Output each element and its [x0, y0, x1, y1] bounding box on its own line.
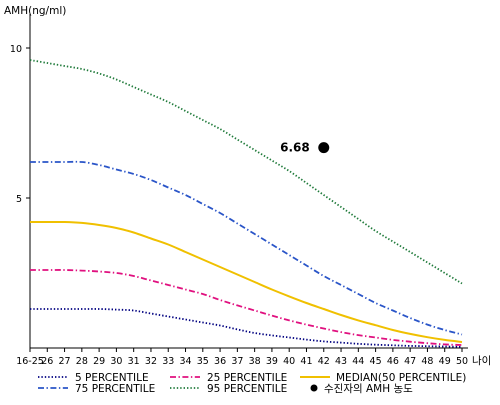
x-tick-label: 34 [179, 356, 191, 367]
x-tick-label: 28 [76, 356, 88, 367]
series-line-4 [29, 59, 463, 285]
legend-label-marker: 수진자의 AMH 농도 [324, 383, 413, 395]
y-tick-label: 5 [16, 194, 22, 205]
x-tick-label: 35 [197, 356, 209, 367]
y-tick-label: 10 [10, 44, 22, 55]
legend-label-0: 5 PERCENTILE [75, 372, 149, 384]
x-tick-label: 31 [128, 356, 140, 367]
x-tick-label: 50 [456, 356, 468, 367]
patient-marker: 6.68 [280, 141, 330, 155]
x-tick-label: 42 [318, 356, 330, 367]
legend-label-3: 75 PERCENTILE [75, 383, 155, 395]
x-tick-label: 44 [352, 356, 364, 367]
x-axis-title: 나이 [472, 355, 491, 367]
x-tick-label: 43 [335, 356, 347, 367]
x-tick-label: 33 [162, 356, 174, 367]
series-line-1 [30, 269, 463, 346]
legend-label-2: MEDIAN(50 PERCENTILE) [336, 372, 466, 384]
x-tick-label: 40 [283, 356, 295, 367]
legend-swatch-marker [310, 384, 318, 392]
legend-label-4: 95 PERCENTILE [207, 383, 287, 395]
x-tick-label: 45 [370, 356, 382, 367]
y-axis-title: AMH(ng/ml) [4, 5, 66, 17]
x-tick-label: 36 [214, 356, 226, 367]
x-tick-label: 39 [266, 356, 278, 367]
legend-label-1: 25 PERCENTILE [207, 372, 287, 384]
series-line-2 [30, 220, 463, 343]
legend: 5 PERCENTILE 25 PERCENTILE MEDIAN(50 PERCE… [38, 372, 466, 395]
x-tick-label: 48 [421, 356, 433, 367]
x-tick-label: 26 [41, 356, 53, 367]
x-tick-label: 16-25 [16, 356, 44, 367]
series-lines [29, 59, 463, 348]
x-tick-label: 37 [231, 356, 243, 367]
x-tick-label: 46 [387, 356, 399, 367]
patient-marker-label: 6.68 [280, 141, 310, 155]
x-tick-label: 30 [110, 356, 122, 367]
x-tick-label: 49 [439, 356, 451, 367]
x-tick-label: 41 [300, 356, 312, 367]
x-tick-label: 27 [59, 356, 71, 367]
x-tick-label: 47 [404, 356, 416, 367]
x-tick-label: 38 [249, 356, 261, 367]
x-tick-label: 29 [93, 356, 105, 367]
x-tick-label: 32 [145, 356, 157, 367]
series-line-0 [30, 308, 463, 348]
series-line-3 [30, 160, 463, 336]
patient-marker-dot [318, 142, 330, 154]
